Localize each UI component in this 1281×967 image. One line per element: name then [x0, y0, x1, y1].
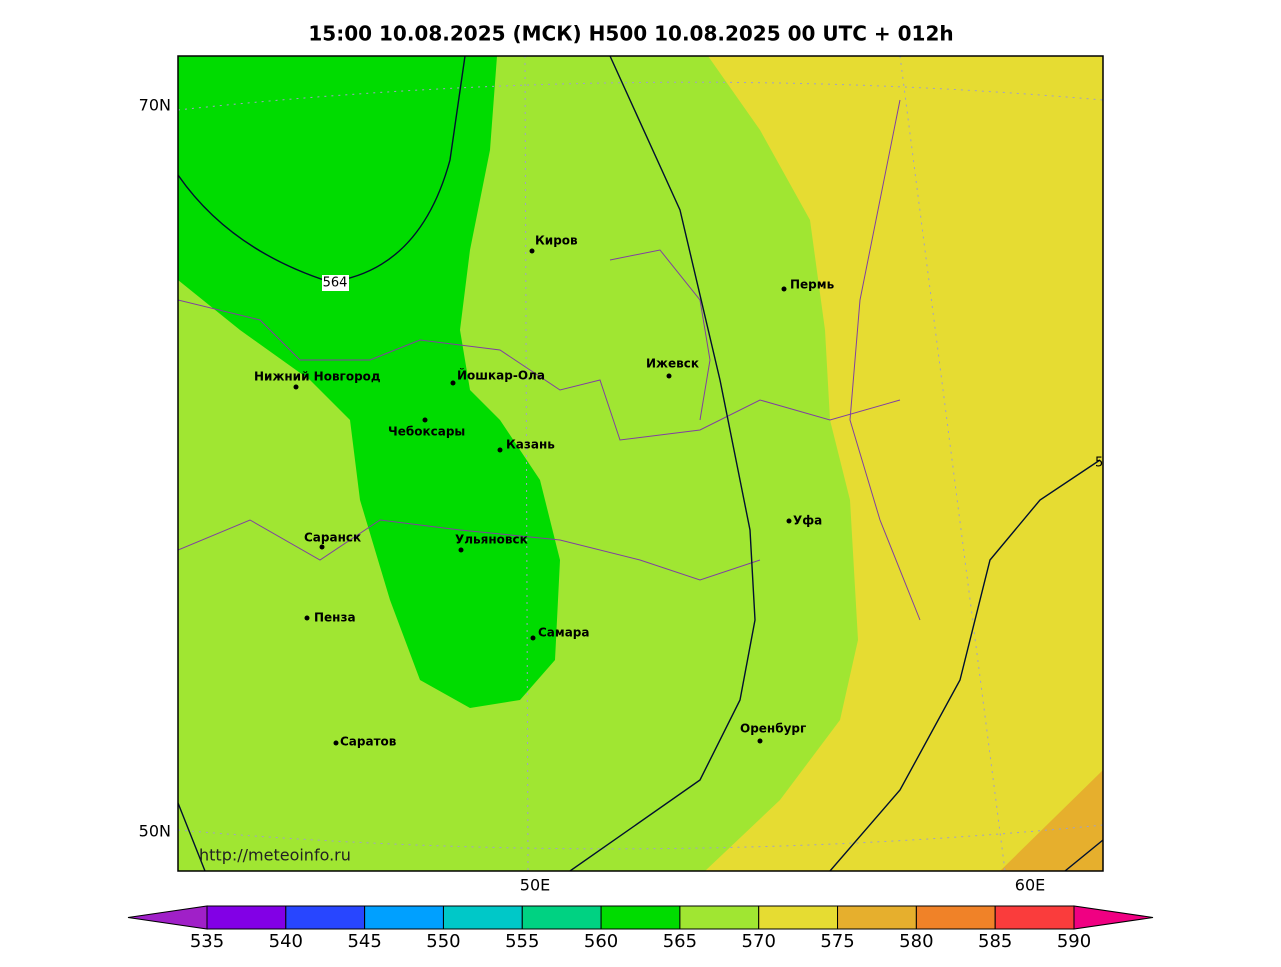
city-label: Ульяновск	[455, 533, 528, 547]
city-dot	[781, 286, 787, 292]
field-575	[705, 56, 1103, 871]
graticule	[178, 56, 1103, 871]
cities: Киров Пермь Нижний Новгород Йошкар-Ола Ижевс…	[254, 234, 835, 749]
lon-label: 50E	[520, 876, 550, 895]
city-label: Самара	[538, 626, 590, 640]
city-label: Нижний Новгород	[254, 370, 381, 384]
city-label: Йошкар-Ола	[457, 368, 545, 383]
colorbar-tick-label: 540	[269, 931, 303, 952]
colorbar-box	[758, 905, 839, 930]
contour-label: 564	[323, 276, 348, 291]
colorbar-box	[521, 905, 602, 930]
colorbar-tick-label: 590	[1057, 931, 1091, 952]
colorbar-tick-label: 545	[347, 931, 381, 952]
city-dot	[786, 518, 792, 524]
city-label: Пермь	[790, 278, 835, 292]
city-dot	[530, 635, 536, 641]
colorbar-box	[679, 905, 760, 930]
city-dot	[666, 373, 672, 379]
city-label: Саранск	[304, 531, 361, 545]
field-565	[178, 56, 560, 708]
colorbar-box	[206, 905, 287, 930]
city-label: Казань	[506, 438, 555, 452]
colorbar-box	[364, 905, 444, 930]
city-label: Саратов	[340, 735, 397, 749]
lon-label: 60E	[1015, 876, 1045, 895]
city-label: Киров	[535, 234, 578, 248]
city-label: Пенза	[314, 611, 356, 625]
colorbar-over	[1073, 905, 1154, 930]
map-frame	[177, 55, 1104, 872]
lat-label: 50N	[139, 822, 171, 841]
city-dot	[757, 738, 763, 744]
source-url[interactable]: http://meteoinfo.ru	[199, 846, 351, 865]
title: 15:00 10.08.2025 (МСК) H500 10.08.2025 0…	[308, 22, 953, 46]
contour-label: 5	[1095, 456, 1103, 471]
colorbar-tick-label: 565	[663, 931, 697, 952]
field-580	[1000, 770, 1103, 871]
borders	[178, 99, 921, 621]
city-dot	[422, 417, 428, 423]
city-dot	[293, 384, 299, 390]
city-label: Ижевск	[646, 357, 699, 371]
colorbar-tick-label: 550	[426, 931, 460, 952]
colorbar-under	[127, 905, 208, 930]
colorbar-tick-label: 575	[820, 931, 854, 952]
colorbar-tick-label: 560	[584, 931, 618, 952]
city-dot	[497, 447, 503, 453]
colorbar-box	[915, 905, 996, 930]
colorbar-box	[285, 905, 366, 930]
city-dot	[450, 380, 456, 386]
colorbar: 535 540 545 550 555 560 565 570 575 580 585 590	[127, 905, 1154, 952]
colorbar-tick-label: 535	[190, 931, 224, 952]
lat-label: 70N	[139, 96, 171, 115]
colorbar-tick-label: 580	[899, 931, 933, 952]
city-label: Оренбург	[740, 722, 806, 736]
colorbar-tick-label: 555	[505, 931, 539, 952]
colorbar-box	[600, 905, 681, 930]
colorbar-tick-label: 585	[978, 931, 1012, 952]
city-dot	[304, 615, 310, 621]
city-label: Чебоксары	[388, 425, 465, 439]
colorbar-box	[442, 905, 523, 930]
city-dot	[529, 248, 535, 254]
city-dot	[458, 547, 464, 553]
city-dot	[333, 740, 339, 746]
colorbar-tick-label: 570	[742, 931, 776, 952]
colorbar-box	[837, 905, 917, 930]
city-label: Уфа	[793, 514, 822, 528]
map	[178, 56, 1103, 871]
contour-label-bg	[322, 275, 349, 291]
city-dot	[319, 544, 325, 550]
colorbar-box	[994, 905, 1075, 930]
